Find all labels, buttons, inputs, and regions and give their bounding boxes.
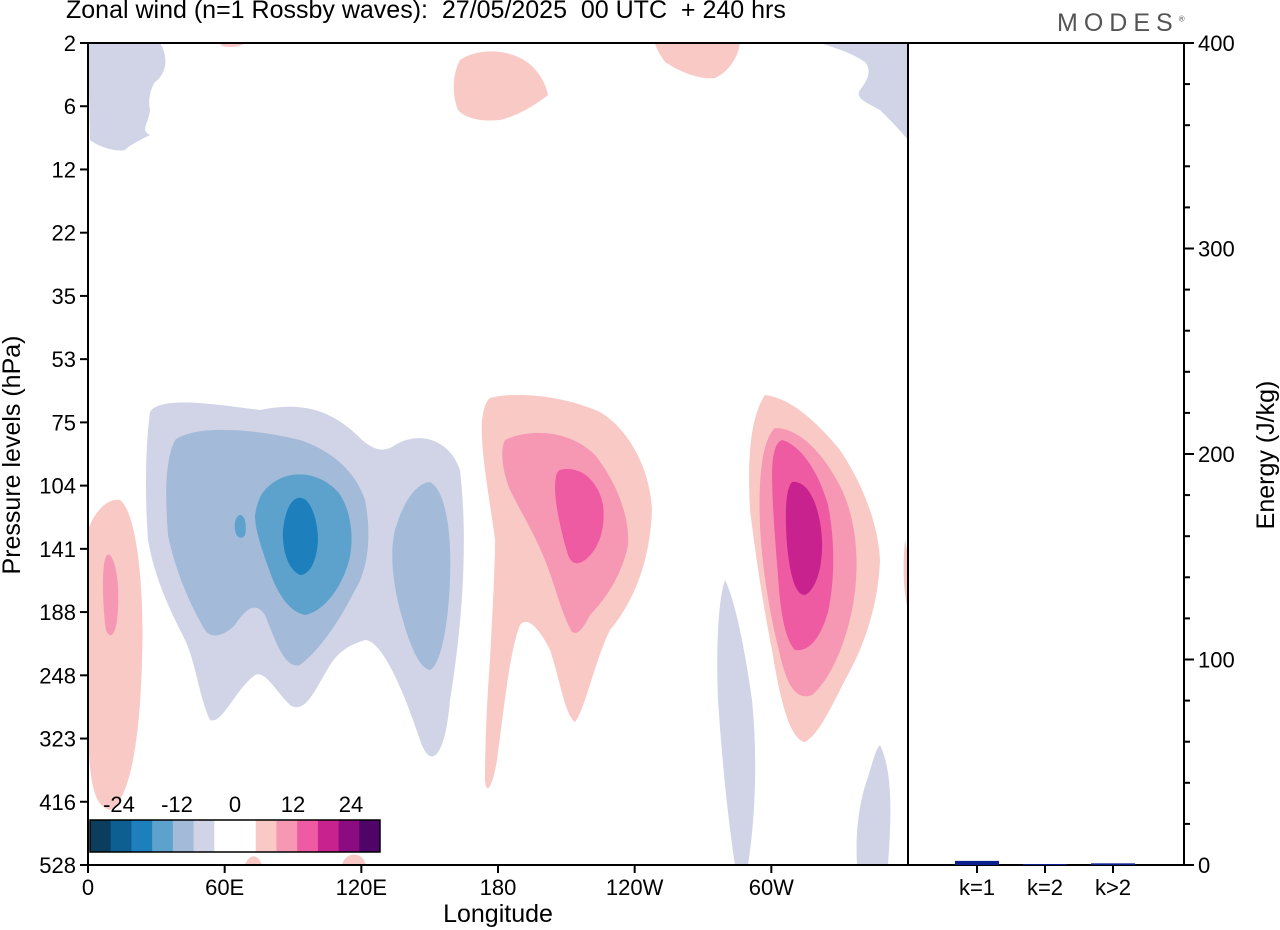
colorbar-swatch xyxy=(193,820,215,852)
colorbar-label: 12 xyxy=(281,792,305,817)
contour-neg-2b xyxy=(392,482,451,670)
energy-bar xyxy=(1023,864,1067,865)
y-tick-label: 22 xyxy=(52,221,76,246)
longitude-axis: 0 60E 120E 180 120W 60W xyxy=(82,865,794,900)
energy-bars xyxy=(955,860,1135,865)
contour-pos-1e xyxy=(655,43,740,79)
energy-bar xyxy=(955,860,999,865)
colorbar-swatch xyxy=(90,820,112,852)
contour-neg-4 xyxy=(282,497,318,575)
x-tick-label: 180 xyxy=(480,875,517,900)
energy-axis-title: Energy (J/kg) xyxy=(1252,381,1280,530)
bar-category-label: k=1 xyxy=(959,875,995,900)
colorbar-label: -12 xyxy=(161,792,193,817)
modes-logo: MODES® xyxy=(1057,9,1185,38)
chart-title: Zonal wind (n=1 Rossby waves): 27/05/202… xyxy=(66,0,786,24)
y-tick-label: 248 xyxy=(39,663,76,688)
contour-pos-4 xyxy=(785,481,823,595)
y-tick-label: 35 xyxy=(52,284,76,309)
contour-pos-3 xyxy=(555,469,604,564)
contour-neg-1e xyxy=(856,745,891,865)
y-tick-label: 141 xyxy=(39,537,76,562)
energy-tick-label: 200 xyxy=(1198,442,1235,467)
y-tick-label: 6 xyxy=(64,94,76,119)
energy-panel-frame xyxy=(907,42,1185,866)
x-tick-label: 60E xyxy=(205,875,244,900)
energy-tick-label: 400 xyxy=(1198,31,1235,56)
contour-pos-1i xyxy=(342,854,366,865)
energy-axis: 0 100 200 300 400 xyxy=(1184,31,1235,878)
x-tick-label: 120E xyxy=(336,875,387,900)
pressure-axis: 2 6 12 22 35 53 75 104 141 188 248 323 416 528 xyxy=(39,31,88,878)
contour-neg-1b xyxy=(88,43,166,151)
colorbar-swatch xyxy=(297,820,319,852)
y-axis-title: Pressure levels (hPa) xyxy=(0,336,26,575)
energy-tick-label: 300 xyxy=(1198,237,1235,262)
y-tick-label: 75 xyxy=(52,410,76,435)
colorbar-swatch xyxy=(317,820,340,852)
colorbar-swatch xyxy=(276,820,298,852)
colorbar-swatch xyxy=(338,820,360,852)
colorbar-swatch xyxy=(172,820,195,852)
contour-neg-1d xyxy=(717,580,756,865)
x-axis-title: Longitude xyxy=(443,900,553,928)
y-tick-label: 104 xyxy=(39,474,76,499)
registered-mark: ® xyxy=(1178,14,1185,24)
y-tick-label: 2 xyxy=(64,31,76,56)
contour-pos-1g xyxy=(903,540,908,610)
energy-bar xyxy=(1091,863,1135,865)
energy-tick-label: 0 xyxy=(1198,853,1210,878)
wavenumber-labels: k=1 k=2 k>2 xyxy=(959,865,1131,900)
brand-text: MODES xyxy=(1057,9,1179,37)
contour-pos-1d xyxy=(453,51,548,121)
colorbar-swatch xyxy=(152,820,174,852)
colorbar-frame xyxy=(89,819,381,853)
x-tick-label: 120W xyxy=(606,875,664,900)
colorbar-label: -24 xyxy=(103,792,135,817)
contour-field xyxy=(88,43,908,865)
y-tick-label: 188 xyxy=(39,600,76,625)
energy-tick-label: 100 xyxy=(1198,648,1235,673)
contour-pos-2c xyxy=(102,554,119,636)
colorbar-swatch xyxy=(255,820,277,852)
colorbar xyxy=(89,819,381,853)
colorbar-swatch xyxy=(131,820,153,852)
contour-neg-4b xyxy=(234,515,246,538)
bar-category-label: k=2 xyxy=(1027,875,1063,900)
bar-category-label: k>2 xyxy=(1095,875,1131,900)
colorbar-swatch xyxy=(214,820,236,852)
colorbar-label: 24 xyxy=(339,792,363,817)
y-tick-label: 323 xyxy=(39,727,76,752)
colorbar-swatch xyxy=(359,820,381,852)
y-tick-label: 528 xyxy=(39,853,76,878)
y-tick-label: 12 xyxy=(52,157,76,182)
colorbar-labels: -24 -12 0 12 24 xyxy=(103,792,363,817)
colorbar-label: 0 xyxy=(229,792,241,817)
y-tick-label: 416 xyxy=(39,790,76,815)
contour-pos-1 xyxy=(88,499,143,810)
x-tick-label: 0 xyxy=(82,875,94,900)
contour-pos-1h xyxy=(245,856,262,865)
colorbar-swatch xyxy=(110,820,132,852)
colorbar-swatch xyxy=(235,820,257,852)
y-tick-label: 53 xyxy=(52,347,76,372)
x-tick-label: 60W xyxy=(749,875,794,900)
contour-neg-1c xyxy=(820,43,908,140)
